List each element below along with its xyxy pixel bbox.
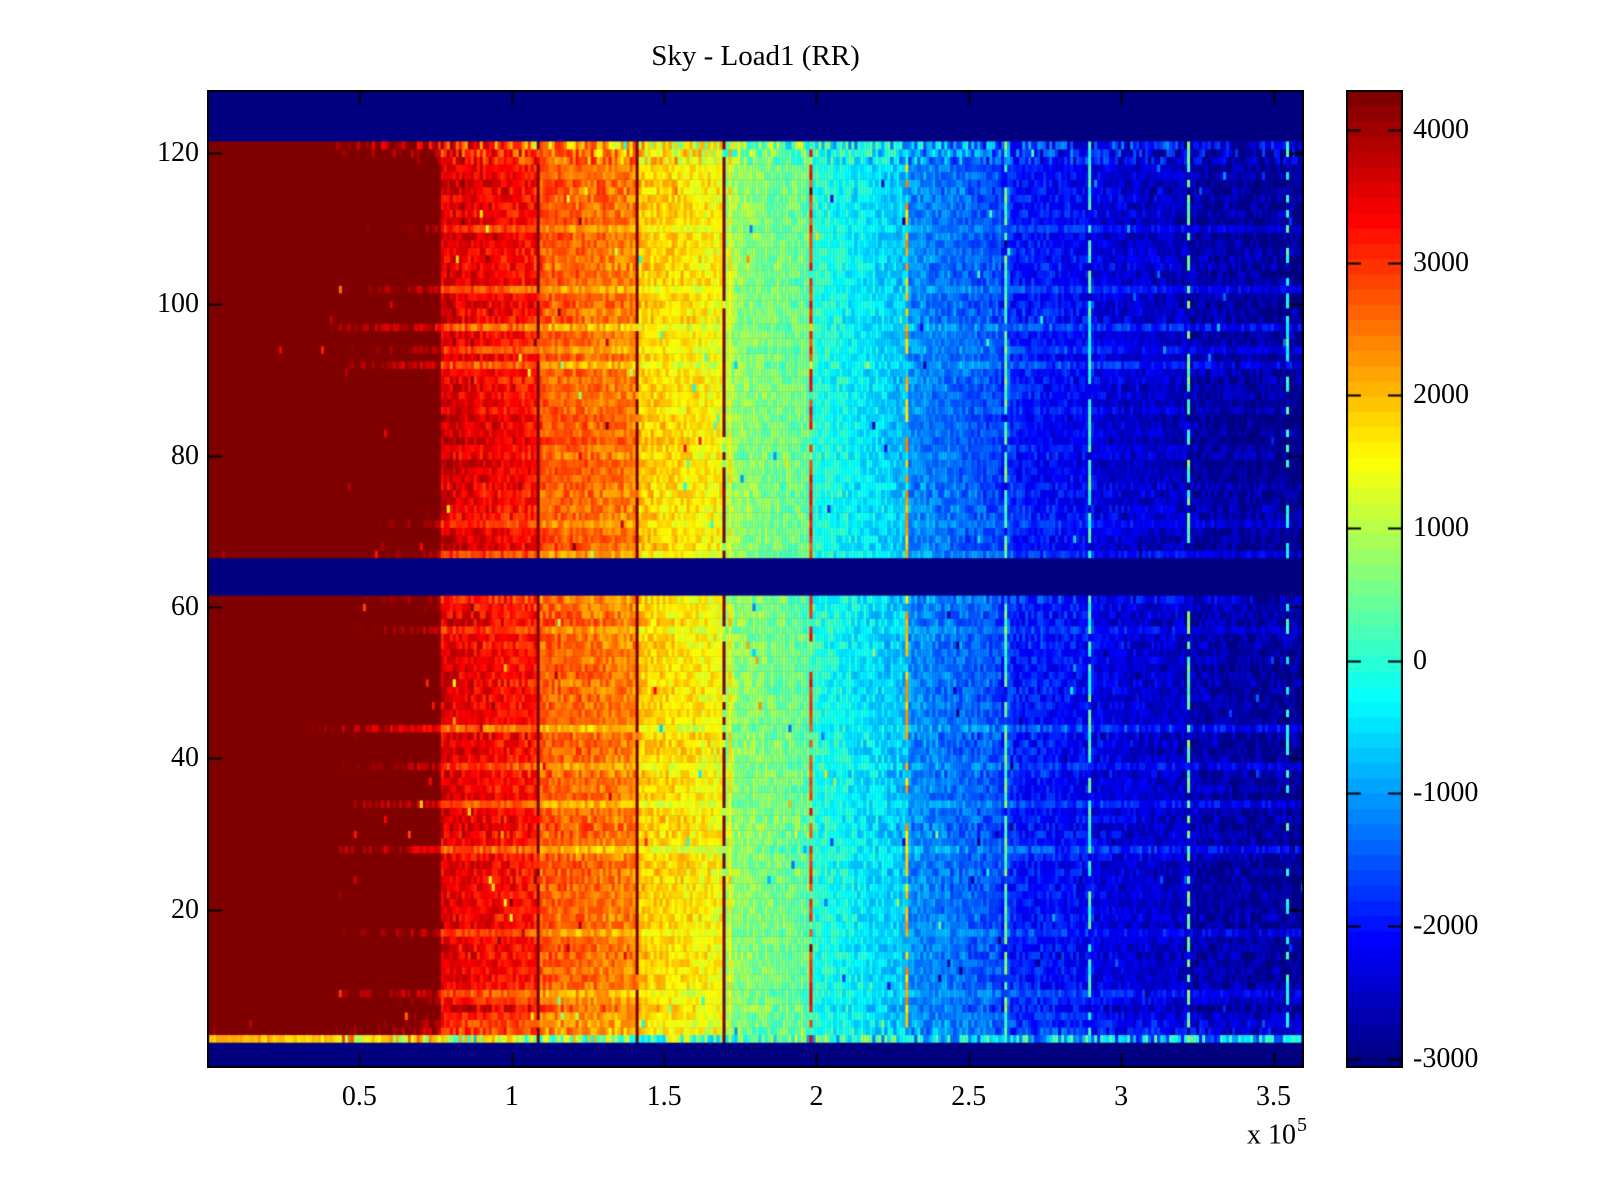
x-tick-label: 1.5 <box>646 1081 682 1112</box>
x-tick-label: 3.5 <box>1256 1081 1292 1112</box>
x-multiplier-base: x 10 <box>1247 1119 1296 1151</box>
colorbar-tick-label: -2000 <box>1413 910 1479 941</box>
x-tick-label: 2.5 <box>951 1081 987 1112</box>
colorbar-tick-label: 1000 <box>1413 511 1469 543</box>
y-tick-label: 80 <box>171 439 199 471</box>
y-tick-label: 60 <box>171 591 199 622</box>
colorbar-tick-label: 4000 <box>1413 113 1469 145</box>
heatmap-canvas <box>207 90 1304 1068</box>
x-tick-label: 1 <box>504 1081 519 1112</box>
y-tick-label: 120 <box>157 136 199 168</box>
colorbar-tick-label: 3000 <box>1413 246 1469 278</box>
x-multiplier-exponent: 5 <box>1297 1114 1307 1136</box>
y-tick-label: 100 <box>157 288 199 320</box>
colorbar-canvas <box>1346 90 1403 1068</box>
colorbar-tick-label: 2000 <box>1413 379 1469 411</box>
colorbar-tick-label: 0 <box>1413 644 1427 676</box>
x-tick-label: 2 <box>809 1081 824 1112</box>
x-tick-label: 0.5 <box>341 1081 377 1112</box>
colorbar-tick-label: -1000 <box>1413 777 1479 809</box>
x-axis-multiplier-label: x 105 <box>1150 1114 1307 1151</box>
chart-title: Sky - Load1 (RR) <box>651 40 860 72</box>
x-tick-label: 3 <box>1114 1081 1129 1112</box>
y-tick-label: 20 <box>171 893 199 925</box>
colorbar-tick-label: -3000 <box>1413 1042 1479 1074</box>
y-tick-label: 40 <box>171 742 199 774</box>
